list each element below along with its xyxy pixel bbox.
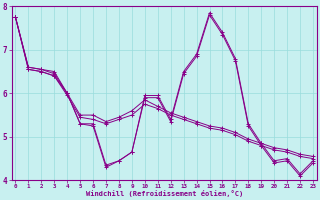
X-axis label: Windchill (Refroidissement éolien,°C): Windchill (Refroidissement éolien,°C) [85,190,243,197]
